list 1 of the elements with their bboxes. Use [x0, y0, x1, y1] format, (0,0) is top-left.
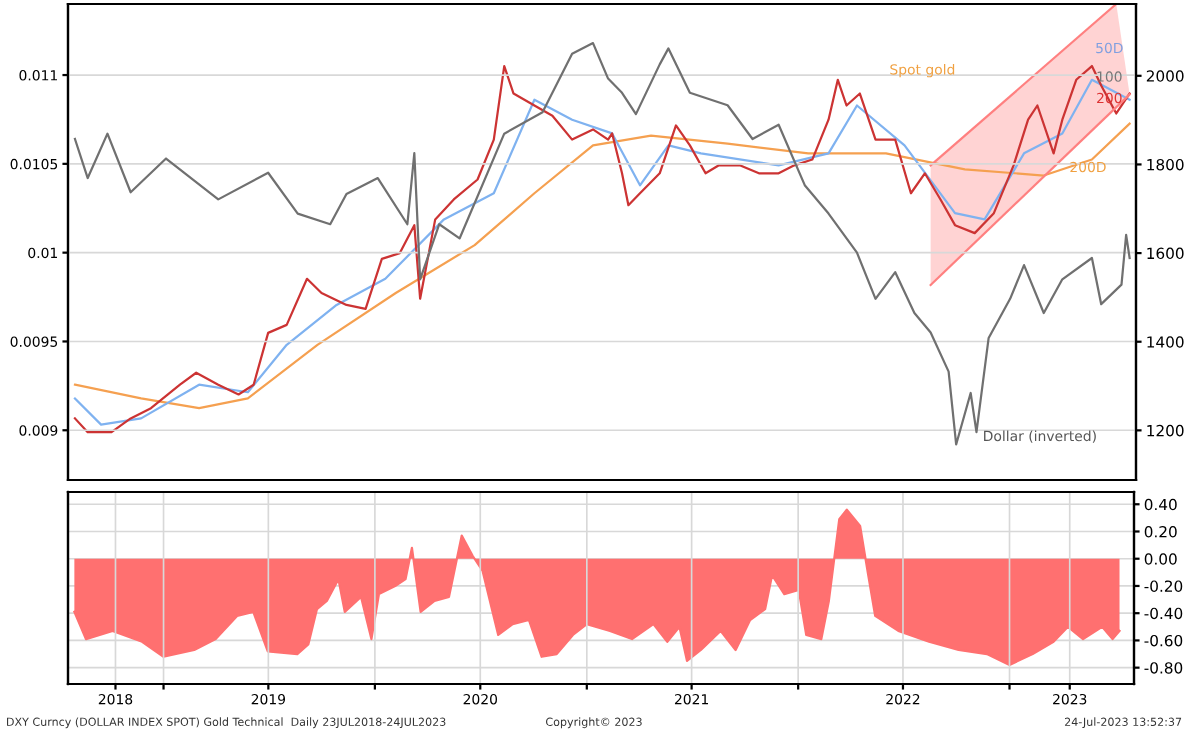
line-series	[73, 122, 1131, 410]
